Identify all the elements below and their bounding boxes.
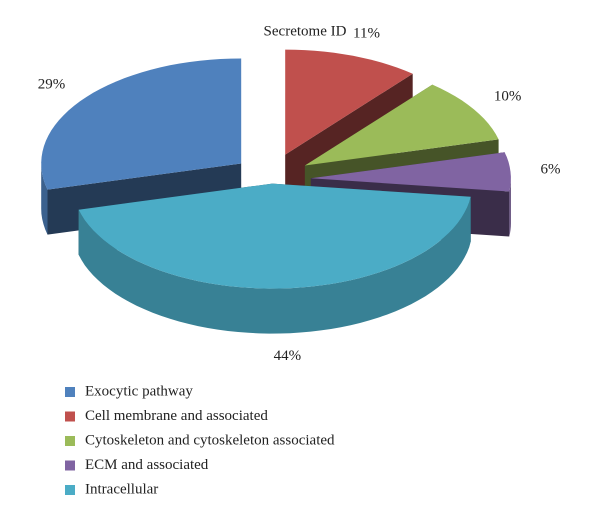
- slice: [310, 152, 511, 192]
- data-label: 29%: [38, 76, 66, 92]
- data-label: 6%: [540, 162, 560, 178]
- slice: [78, 183, 471, 334]
- slice-side: [509, 178, 511, 237]
- slice: [78, 183, 471, 289]
- data-label: 10%: [494, 88, 522, 104]
- legend-label: Cytoskeleton and cytoskeleton associated: [85, 432, 335, 448]
- legend-label: ECM and associated: [85, 457, 209, 473]
- legend-label: Cell membrane and associated: [85, 408, 268, 424]
- data-label: 11%: [353, 26, 380, 42]
- data-label: 44%: [274, 348, 302, 364]
- slice: [285, 49, 413, 155]
- chart-title: Secretome ID: [264, 23, 347, 39]
- slice-side: [41, 163, 48, 235]
- legend-swatch: [65, 460, 75, 471]
- slice: [41, 58, 242, 190]
- slice: [304, 84, 499, 166]
- legend-label: Intracellular: [85, 481, 158, 497]
- legend-swatch: [65, 436, 75, 446]
- legend-swatch: [65, 387, 75, 397]
- slice-side: [78, 196, 471, 334]
- legend-label: Exocytic pathway: [85, 383, 193, 399]
- legend-swatch: [65, 485, 75, 495]
- legend-swatch: [65, 411, 75, 422]
